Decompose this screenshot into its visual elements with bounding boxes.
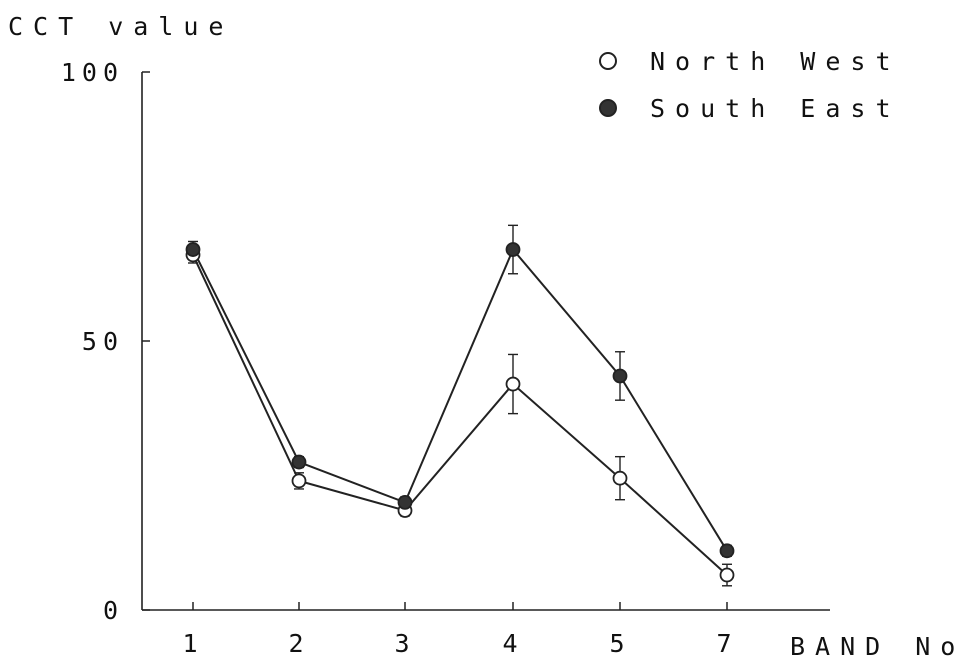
y-tick-label-50: 50 xyxy=(82,327,124,356)
y-tick-label-0: 0 xyxy=(103,596,124,625)
legend: North West South East xyxy=(599,47,901,123)
series-line-north-west xyxy=(192,254,728,576)
y-tick-label-100: 100 xyxy=(61,58,124,87)
x-tick-label-5: 5 xyxy=(609,629,630,658)
point-south-east-7 xyxy=(719,543,735,559)
x-tick-label-7: 7 xyxy=(716,629,737,658)
series-line-south-east xyxy=(192,247,728,552)
point-south-east-5 xyxy=(612,368,628,384)
x-tick-label-3: 3 xyxy=(394,629,415,658)
legend-marker-south-east xyxy=(599,99,617,117)
x-tick-label-4: 4 xyxy=(502,629,523,658)
x-tick-label-2: 2 xyxy=(288,629,309,658)
plot-area xyxy=(185,224,735,587)
axes xyxy=(141,72,830,611)
point-south-east-2 xyxy=(291,454,307,470)
x-axis-label: BAND No. xyxy=(790,632,970,660)
point-north-west-4 xyxy=(505,376,521,392)
point-north-west-5 xyxy=(612,470,628,486)
legend-marker-north-west xyxy=(599,52,617,70)
x-tick-label-1: 1 xyxy=(182,629,203,658)
point-south-east-3 xyxy=(397,494,413,510)
legend-label-south-east: South East xyxy=(650,94,901,123)
point-north-west-7 xyxy=(719,567,735,583)
axis-ticks: 0 50 100 1 2 3 4 5 7 xyxy=(61,58,737,658)
legend-label-north-west: North West xyxy=(650,47,901,76)
point-north-west-2 xyxy=(291,473,307,489)
point-south-east-1 xyxy=(185,242,201,257)
y-axis-label: CCT value xyxy=(8,12,233,41)
point-south-east-4 xyxy=(505,242,521,257)
